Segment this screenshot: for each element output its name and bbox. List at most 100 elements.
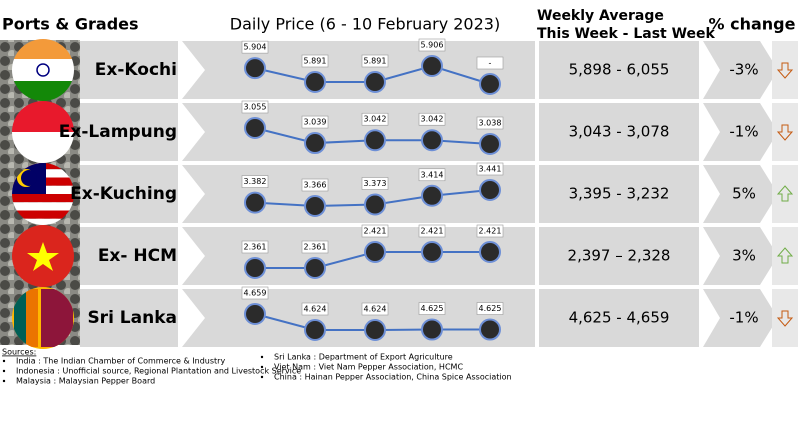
- price-label: 3.039: [304, 118, 327, 127]
- price-label: 3.042: [421, 115, 444, 124]
- bullet: [2, 379, 6, 383]
- flag-stripe: [12, 194, 74, 203]
- flag: [12, 39, 74, 101]
- price-marker: [421, 318, 443, 341]
- price-label: 4.625: [421, 304, 444, 313]
- label-box: [301, 115, 329, 129]
- label-box: [241, 40, 269, 54]
- price-label: 3.366: [304, 181, 327, 190]
- price-marker: [479, 179, 501, 201]
- label-box: [476, 116, 504, 130]
- price-label: 4.624: [364, 305, 387, 314]
- price-label: -: [489, 59, 492, 68]
- bullet: [260, 355, 264, 359]
- price-label: 5.904: [244, 43, 267, 52]
- price-marker: [244, 257, 266, 279]
- source-item: Viet Nam : Viet Nam Pepper Association, …: [274, 363, 463, 372]
- price-marker: [304, 319, 326, 341]
- arrow-box: [772, 227, 798, 285]
- flag-stripe: [12, 59, 74, 81]
- port-name: Ex-Kochi: [95, 60, 177, 80]
- weekly-box: [539, 227, 699, 285]
- price-marker: [364, 193, 386, 216]
- percent-change: -1%: [729, 123, 758, 141]
- label-box: [476, 302, 504, 315]
- flag-stripe: [12, 81, 74, 101]
- price-label: 3.042: [364, 115, 387, 124]
- port-name: Ex-Lampung: [59, 122, 177, 142]
- price-label: 3.441: [479, 165, 502, 174]
- label-box: [361, 112, 389, 126]
- weekly-header: This Week - Last Week: [537, 26, 716, 42]
- price-label: 2.361: [244, 243, 267, 252]
- daily-header: Daily Price (6 - 10 February 2023): [230, 15, 500, 34]
- trend-arrow: [776, 310, 794, 327]
- weekly-box: [539, 165, 699, 223]
- price-marker: [421, 184, 443, 207]
- price-label: 3.414: [421, 170, 444, 179]
- label-box: [418, 168, 446, 182]
- price-label: 3.038: [479, 119, 502, 128]
- bullet: [260, 375, 264, 379]
- flag-stripe: [12, 202, 74, 211]
- price-label: 4.624: [304, 305, 327, 314]
- label-box: [301, 302, 329, 316]
- price-marker: [479, 133, 501, 155]
- price-marker: [421, 129, 443, 152]
- price-marker: [364, 241, 386, 263]
- row-band: [80, 289, 178, 347]
- label-box: [476, 224, 504, 238]
- bullet: [260, 365, 264, 369]
- price-marker: [244, 303, 266, 325]
- label-box: [361, 302, 389, 316]
- change-chevron: [703, 165, 778, 223]
- arrow-box: [772, 165, 798, 223]
- flag: [12, 225, 74, 287]
- price-label: 2.421: [364, 227, 387, 236]
- source-item: Sri Lanka : Department of Export Agricul…: [274, 353, 453, 362]
- daily-chevron: [182, 41, 535, 99]
- daily-chevron: [182, 165, 535, 223]
- flag-moon: [21, 170, 37, 186]
- percent-change: -1%: [729, 309, 758, 327]
- label-box: [418, 302, 446, 315]
- flag-star: [27, 242, 59, 271]
- trend-arrow: [776, 124, 794, 141]
- weekly-average: 3,395 - 3,232: [569, 185, 670, 203]
- price-marker: [479, 73, 501, 95]
- price-marker: [479, 241, 501, 263]
- label-box: [361, 54, 389, 68]
- weekly-average: 5,898 - 6,055: [569, 61, 670, 79]
- trend-arrow: [776, 62, 794, 79]
- price-marker: [304, 132, 326, 155]
- change-chevron: [703, 41, 778, 99]
- flag-body: [12, 225, 74, 287]
- percent-change: -3%: [729, 61, 758, 79]
- flag-stripe: [12, 210, 74, 219]
- arrow-box: [772, 41, 798, 99]
- weekly-box: [539, 103, 699, 161]
- sources-title: Sources:: [2, 348, 36, 357]
- price-marker: [244, 57, 266, 80]
- label-box: [241, 100, 269, 114]
- source-item: India : The Indian Chamber of Commerce &…: [16, 357, 225, 366]
- label-box: [301, 240, 329, 254]
- price-label: 5.906: [421, 41, 444, 50]
- label-box: [361, 177, 389, 190]
- label-box: [241, 240, 269, 254]
- daily-chevron: [182, 103, 535, 161]
- flag-stripe: [14, 289, 26, 347]
- bullet: [2, 359, 6, 363]
- label-box: [418, 112, 446, 126]
- label-box: [241, 175, 269, 188]
- label-box: [361, 224, 389, 238]
- bullet: [2, 369, 6, 373]
- price-marker: [421, 55, 443, 77]
- price-marker: [244, 191, 266, 214]
- trend-arrow: [776, 247, 794, 264]
- label-box: [301, 178, 329, 192]
- arrow-box: [772, 103, 798, 161]
- price-label: 3.055: [244, 103, 267, 112]
- price-marker: [304, 71, 326, 93]
